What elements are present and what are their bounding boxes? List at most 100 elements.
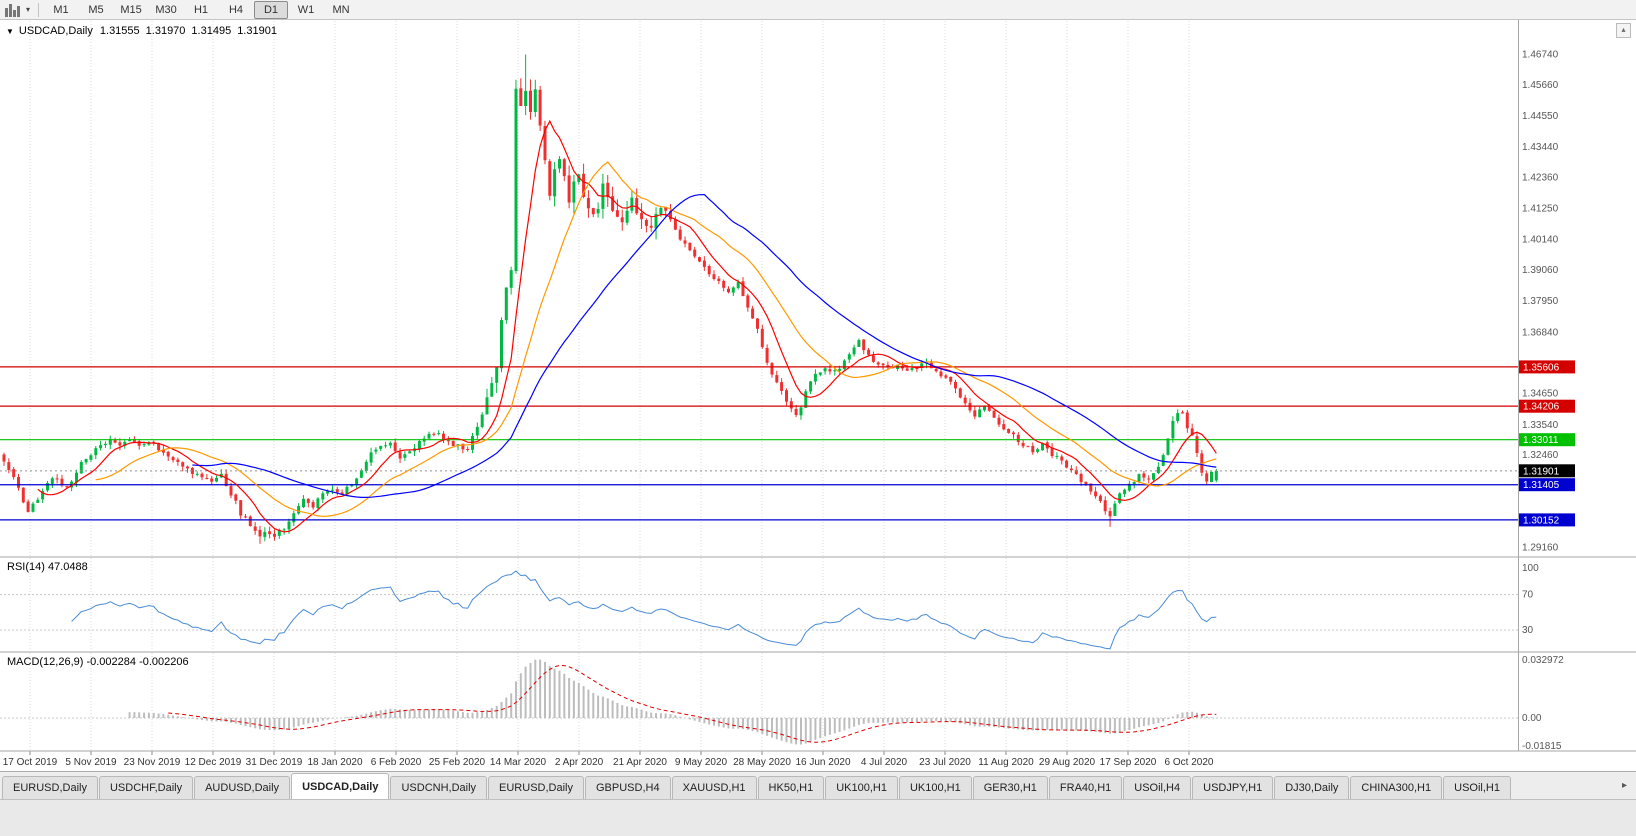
candle-body — [1036, 449, 1040, 452]
candle-body — [1012, 432, 1015, 435]
candle-body — [205, 478, 209, 480]
candle-body — [437, 433, 441, 435]
candle-body — [41, 491, 45, 500]
candle-body — [596, 209, 600, 214]
timeframe-button-M15[interactable]: M15 — [120, 3, 142, 16]
timeframe-button-M1[interactable]: M1 — [53, 3, 69, 16]
timeframe-button-H4[interactable]: H4 — [228, 3, 244, 16]
bottom-strip — [0, 799, 1636, 836]
timeframe-button-M5[interactable]: M5 — [88, 3, 104, 16]
macd-axis-label: 0.032972 — [1522, 655, 1564, 666]
candle-body — [388, 442, 392, 446]
chart-tab-USDCAD-Daily[interactable]: USDCAD,Daily — [291, 773, 390, 799]
candle-body — [393, 442, 397, 452]
candle-body — [934, 369, 938, 372]
candle-body — [480, 414, 484, 427]
candle-body — [277, 529, 281, 536]
candle-body — [79, 462, 83, 474]
chart-tab-USDCNH-Daily[interactable]: USDCNH,Daily — [390, 776, 488, 799]
chart-tab-USOil-H1[interactable]: USOil,H1 — [1443, 776, 1511, 799]
rsi-panel: 100 70 30 RSI(14) 47.0488 — [0, 561, 1539, 650]
hline-layer[interactable] — [0, 366, 1518, 521]
candle-body — [2, 454, 6, 462]
chart-tab-XAUUSD-H1[interactable]: XAUUSD,H1 — [671, 776, 757, 799]
candle-body — [1007, 429, 1011, 433]
chart-type-dropdown-icon[interactable]: ▾ — [26, 5, 31, 14]
timeframe-button-H1[interactable]: H1 — [193, 3, 209, 16]
candle-body — [741, 281, 745, 297]
candle-body — [524, 90, 528, 106]
price-badge — [1519, 478, 1575, 492]
price-badge-label: 1.35606 — [1523, 362, 1560, 373]
chart-tab-CHINA300-H1[interactable]: CHINA300,H1 — [1350, 776, 1443, 799]
chart-tab-UK100-H1[interactable]: UK100,H1 — [898, 776, 972, 799]
candle-body — [514, 88, 518, 271]
candle-body — [949, 376, 953, 382]
chart-tab-EURUSD-Daily[interactable]: EURUSD,Daily — [488, 776, 584, 799]
candle-body — [620, 217, 624, 223]
timeframe-button-M30[interactable]: M30 — [155, 3, 177, 16]
candle-body — [263, 531, 267, 537]
candle-body — [442, 433, 445, 440]
ohlc-high: 1.31970 — [145, 25, 186, 37]
chart-tab-GER30-H1[interactable]: GER30,H1 — [972, 776, 1048, 799]
chart-menu-icon[interactable]: ▼ — [6, 26, 14, 36]
candle-body — [606, 182, 610, 198]
rsi-label: RSI(14) 47.0488 — [7, 561, 88, 573]
timeframe-button-D1[interactable]: D1 — [254, 0, 289, 19]
candle-body — [1185, 412, 1189, 429]
chart-tab-USDJPY-H1[interactable]: USDJPY,H1 — [1192, 776, 1274, 799]
price-axis: 1.46740 1.45660 1.44550 1.43440 1.42360 1.412… — [1519, 50, 1575, 554]
candle-body — [683, 240, 687, 244]
candlestick-chart-icon[interactable] — [5, 3, 23, 17]
candle-body — [1041, 443, 1044, 451]
price-badge-label: 1.33011 — [1523, 435, 1559, 446]
candle-body — [75, 472, 78, 483]
toolbar-separator — [38, 2, 40, 17]
candle-body — [369, 452, 373, 463]
chart-tab-USDCHF-Daily[interactable]: USDCHF,Daily — [98, 776, 194, 799]
panel-separators[interactable] — [0, 20, 1636, 752]
chart-tab-FRA40-H1[interactable]: FRA40,H1 — [1048, 776, 1123, 799]
candle-body — [359, 470, 363, 478]
candle-body — [427, 433, 431, 439]
chart-title: ▼ USDCAD,Daily 1.31555 1.31970 1.31495 1… — [6, 25, 283, 37]
chart-tab-DJ30-Daily[interactable]: DJ30,Daily — [1274, 776, 1350, 799]
chart-tab-AUDUSD-Daily[interactable]: AUDUSD,Daily — [194, 776, 291, 799]
candle-body — [717, 278, 721, 281]
chart-collapse-icon[interactable]: ▴ — [1616, 23, 1631, 38]
chart-tab-EURUSD-Daily[interactable]: EURUSD,Daily — [2, 776, 98, 799]
candle-body — [823, 368, 827, 372]
time-axis-label: 16 Jun 2020 — [795, 757, 850, 768]
timeframe-button-MN[interactable]: MN — [332, 3, 350, 16]
price-badge — [1519, 464, 1575, 478]
candle-body — [760, 328, 764, 348]
candle-body — [997, 417, 1001, 425]
chart-area: ▼ USDCAD,Daily 1.31555 1.31970 1.31495 1… — [0, 20, 1636, 771]
candle-body — [302, 498, 305, 508]
candle-body — [842, 360, 846, 370]
candle-body — [780, 382, 784, 391]
candle-body — [1142, 473, 1146, 478]
timeframe-button-W1[interactable]: W1 — [297, 3, 315, 16]
candle-body — [809, 381, 813, 392]
candle-body — [1147, 478, 1151, 480]
candle-body — [461, 443, 465, 450]
candle-body — [166, 451, 170, 457]
candle-body — [857, 340, 861, 347]
chart-tab-UK100-H1[interactable]: UK100,H1 — [825, 776, 898, 799]
candle-body — [954, 381, 957, 389]
candle-body — [500, 320, 503, 369]
chart-tab-USOil-H4[interactable]: USOil,H4 — [1123, 776, 1192, 799]
candle-body — [504, 287, 508, 321]
candle-body — [538, 89, 542, 126]
candle-body — [751, 308, 755, 319]
candle-body — [215, 477, 218, 482]
chart-tab-HK50-H1[interactable]: HK50,H1 — [757, 776, 825, 799]
candle-body — [335, 489, 339, 493]
tab-scroll-right-icon[interactable]: ▸ — [1621, 780, 1627, 791]
candle-body — [625, 210, 629, 223]
chart-tab-GBPUSD-H4[interactable]: GBPUSD,H4 — [585, 776, 671, 799]
time-axis-label: 5 Nov 2019 — [65, 757, 117, 768]
candle-body — [1190, 428, 1194, 436]
